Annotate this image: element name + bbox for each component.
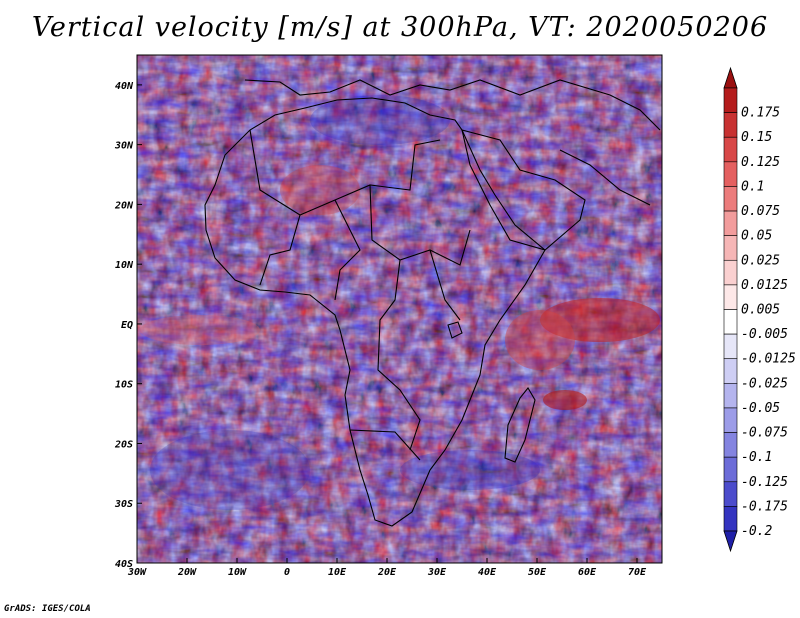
colorbar-label: 0.125 [741,155,780,170]
colorbar-label: -0.125 [741,475,788,490]
lat-tick-label: EQ [121,320,133,331]
lat-tick-label: 40S [115,559,133,570]
lon-tick-label: 0 [284,567,290,578]
colorbar-swatch [723,112,738,138]
colorbar-label: 0.05 [741,229,772,244]
colorbar-label: -0.175 [741,499,788,514]
lat-tick-label: 10N [115,260,134,271]
colorbar-swatch [723,456,738,483]
colorbar-label: 0.15 [741,130,772,145]
plot-frame [136,54,663,564]
coastlines [204,79,661,527]
lon-tick-label: 70E [628,567,647,578]
colorbar-label: -0.1 [741,450,772,465]
colorbar-swatch [723,136,738,163]
lon-tick-label: 10W [228,567,247,578]
colorbar-swatch [723,161,738,187]
colorbar-label: -0.0125 [741,352,796,367]
lat-tick-label: 10S [115,380,133,391]
colorbar-label: 0.075 [741,204,780,219]
arabia-coastline [461,129,586,251]
colorbar-swatch [723,506,738,532]
lon-tick-label: 10E [328,567,347,578]
colorbar-label: -0.005 [741,327,788,342]
colorbar-swatch [723,407,738,433]
lake-victoria [447,321,463,339]
colorbar-swatch [723,358,738,384]
credit-text: GrADS: IGES/COLA [4,604,91,614]
map-title: Vertical velocity [m/s] at 300hPa, VT: 2… [31,12,769,43]
colorbar-bottom-arrow [723,530,738,553]
axes: 30W 20W 10W 0 10E 20E 30E 40E 50E 60E 70E 40N 30N 20N… [114,81,647,578]
colorbar-swatch [723,481,738,507]
colorbar-top-arrow [723,66,738,89]
colorbar-swatch [723,309,738,335]
colorbar-swatch [723,383,738,409]
lon-tick-label: 20E [377,567,397,578]
velocity-field [137,55,662,563]
lon-tick-label: 20W [177,567,197,578]
colorbar-swatch [723,210,738,236]
lat-tick-label: 30S [114,499,133,510]
colorbar-label: -0.2 [741,524,772,539]
madagascar-coastline [504,387,536,463]
colorbar-label: 0.025 [741,253,780,268]
colorbar-swatch [723,259,738,286]
lon-tick-label: 40E [478,567,497,578]
lat-tick-label: 20N [114,200,134,211]
colorbar-label: -0.05 [741,401,780,416]
colorbar-label: -0.075 [741,426,788,441]
colorbar-swatch [723,186,738,212]
colorbar-label: 0.0125 [741,278,788,293]
lat-tick-label: 30N [114,141,134,152]
colorbar-swatch [723,284,738,310]
colorbar-swatch [723,87,738,113]
persian-gulf [559,149,651,206]
lon-tick-label: 30W [127,567,147,578]
colorbar-swatch [723,432,738,458]
lon-tick-label: 50E [528,567,547,578]
lon-tick-label: 60E [578,567,597,578]
lon-tick-label: 30E [427,567,447,578]
colorbar: 0.175 0.15 0.125 0.1 0.075 0.05 0.025 0.0125 0.0… [723,66,796,553]
colorbar-swatch [723,333,738,360]
colorbar-swatch [723,235,738,261]
africa-coastline [204,97,546,527]
lat-tick-label: 20S [114,439,133,450]
interior-borders [249,129,471,461]
mediterranean-north [244,79,661,131]
colorbar-label: 0.175 [741,106,780,121]
colorbar-label: 0.1 [741,179,764,194]
colorbar-label: 0.005 [741,303,780,318]
colorbar-label: -0.025 [741,376,788,391]
lat-tick-label: 40N [115,81,134,92]
